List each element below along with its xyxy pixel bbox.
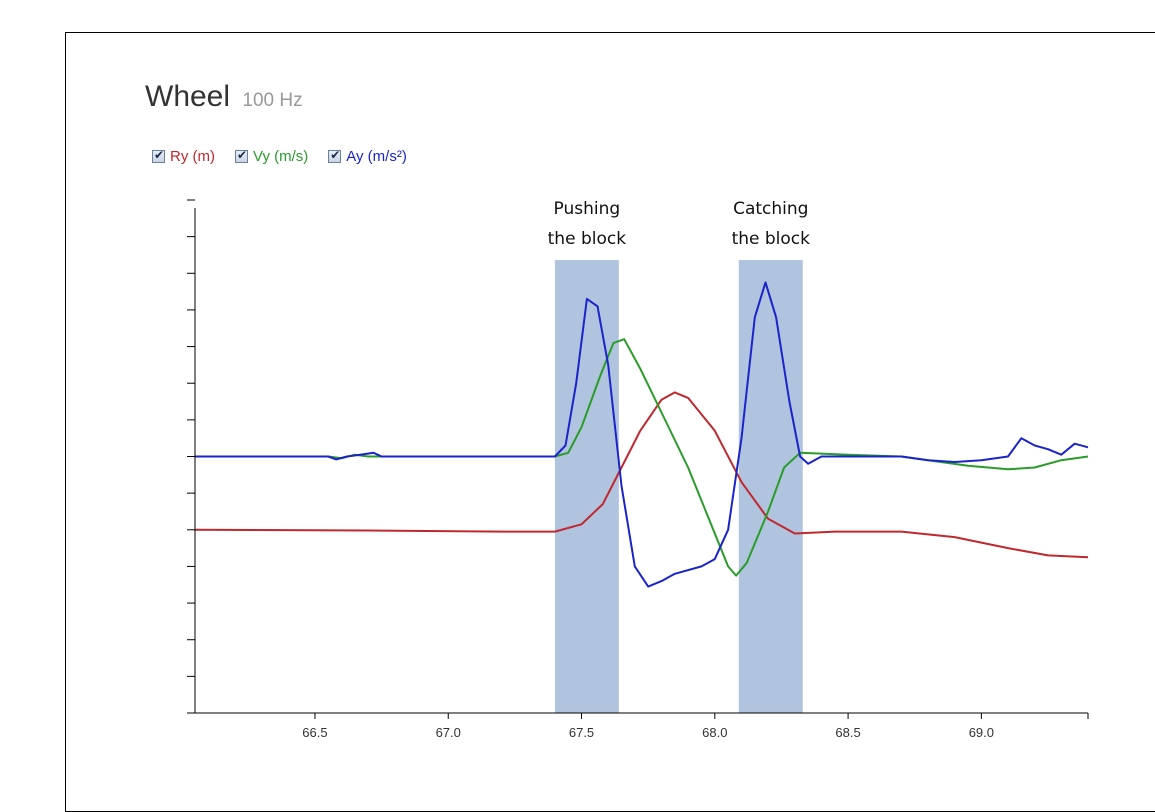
legend-label-vy: Vy (m/s) <box>253 148 309 165</box>
vy-checkbox[interactable] <box>235 148 248 163</box>
legend-item-vy[interactable]: Vy (m/s) <box>235 148 308 165</box>
legend-label-ry: Ry (m) <box>170 148 215 165</box>
annotation-label-0-0: Pushing <box>554 199 621 219</box>
x-tick-label-0: 66.5 <box>302 725 327 740</box>
annotation-band-1 <box>738 260 803 713</box>
chart-title: Wheel 100 Hz <box>145 80 303 114</box>
sample-rate: 100 Hz <box>242 90 303 111</box>
x-tick-label-1: 67.0 <box>436 725 461 740</box>
series-line-ay <box>195 281 1089 588</box>
annotation-band-0 <box>554 260 619 713</box>
annotation-label-1-1: the block <box>732 229 811 249</box>
ay-checkbox[interactable] <box>328 148 342 163</box>
legend-label-ay: Ay (m/s²) <box>346 148 407 165</box>
annotation-label-0-1: the block <box>548 229 627 249</box>
x-tick-label-4: 68.5 <box>835 725 860 740</box>
legend-item-ry[interactable]: Ry (m) <box>152 148 215 165</box>
ry-checkbox[interactable] <box>152 148 165 163</box>
legend-item-ay[interactable]: Ay (m/s²) <box>328 148 407 165</box>
legend: Ry (m) Vy (m/s) Ay (m/s²) <box>152 148 407 165</box>
series-line-ry <box>194 391 1089 559</box>
annotation-label-1-0: Catching <box>733 199 808 219</box>
x-tick-label-3: 68.0 <box>702 725 727 740</box>
title-text: Wheel <box>145 80 231 113</box>
x-tick-label-2: 67.5 <box>569 725 594 740</box>
x-tick-label-5: 69.0 <box>969 725 994 740</box>
